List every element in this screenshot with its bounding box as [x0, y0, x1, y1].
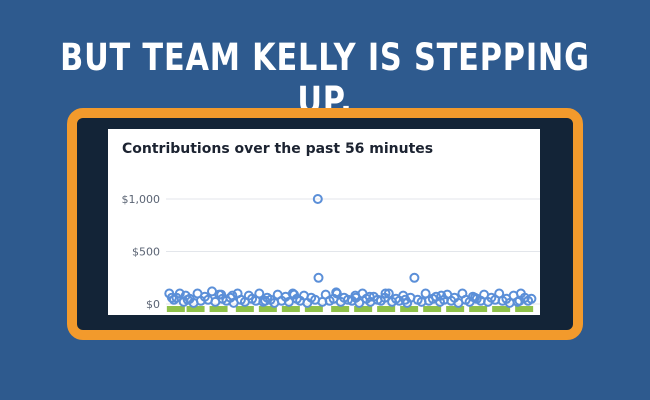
- green-mark: [166, 306, 185, 312]
- data-point[interactable]: [216, 289, 227, 300]
- green-mark: [446, 306, 465, 312]
- green-mark: [400, 306, 419, 312]
- green-mark: [209, 306, 228, 312]
- data-point[interactable]: [436, 290, 447, 301]
- data-point[interactable]: [364, 291, 375, 302]
- y-tick-label: $1,000: [122, 193, 161, 206]
- green-mark: [331, 306, 350, 312]
- contributions-chart: $0 $500 $1,000: [122, 193, 540, 312]
- chart-panel: Contributions over the past 56 minutes $…: [108, 129, 540, 315]
- headline: BUT TEAM KELLY IS STEPPING UP.: [60, 36, 590, 122]
- green-mark: [377, 306, 396, 312]
- green-mark: [281, 306, 300, 312]
- data-point[interactable]: [166, 292, 177, 303]
- chart-title: Contributions over the past 56 minutes: [122, 141, 434, 157]
- green-mark: [235, 306, 254, 312]
- data-point[interactable]: [182, 294, 193, 305]
- data-point[interactable]: [514, 295, 525, 306]
- data-point[interactable]: [400, 294, 411, 305]
- data-point[interactable]: [312, 194, 323, 204]
- data-point[interactable]: [227, 290, 238, 301]
- data-point[interactable]: [350, 292, 361, 303]
- data-point[interactable]: [469, 292, 480, 303]
- data-point[interactable]: [313, 272, 324, 283]
- data-point[interactable]: [380, 288, 391, 299]
- green-mark: [304, 306, 323, 312]
- data-point[interactable]: [383, 288, 394, 299]
- y-tick-label: $0: [146, 298, 160, 311]
- data-point[interactable]: [331, 287, 342, 298]
- data-point[interactable]: [409, 272, 420, 283]
- green-mark: [515, 306, 534, 312]
- green-mark: [258, 306, 277, 312]
- data-point[interactable]: [260, 295, 271, 306]
- green-mark: [354, 306, 373, 312]
- green-mark: [423, 306, 442, 312]
- data-point[interactable]: [254, 288, 265, 299]
- green-mark: [186, 306, 205, 312]
- data-point[interactable]: [174, 288, 185, 299]
- green-mark: [492, 306, 511, 312]
- y-tick-label: $500: [132, 246, 160, 259]
- data-point[interactable]: [526, 293, 537, 304]
- green-mark: [469, 306, 488, 312]
- data-point[interactable]: [289, 289, 300, 300]
